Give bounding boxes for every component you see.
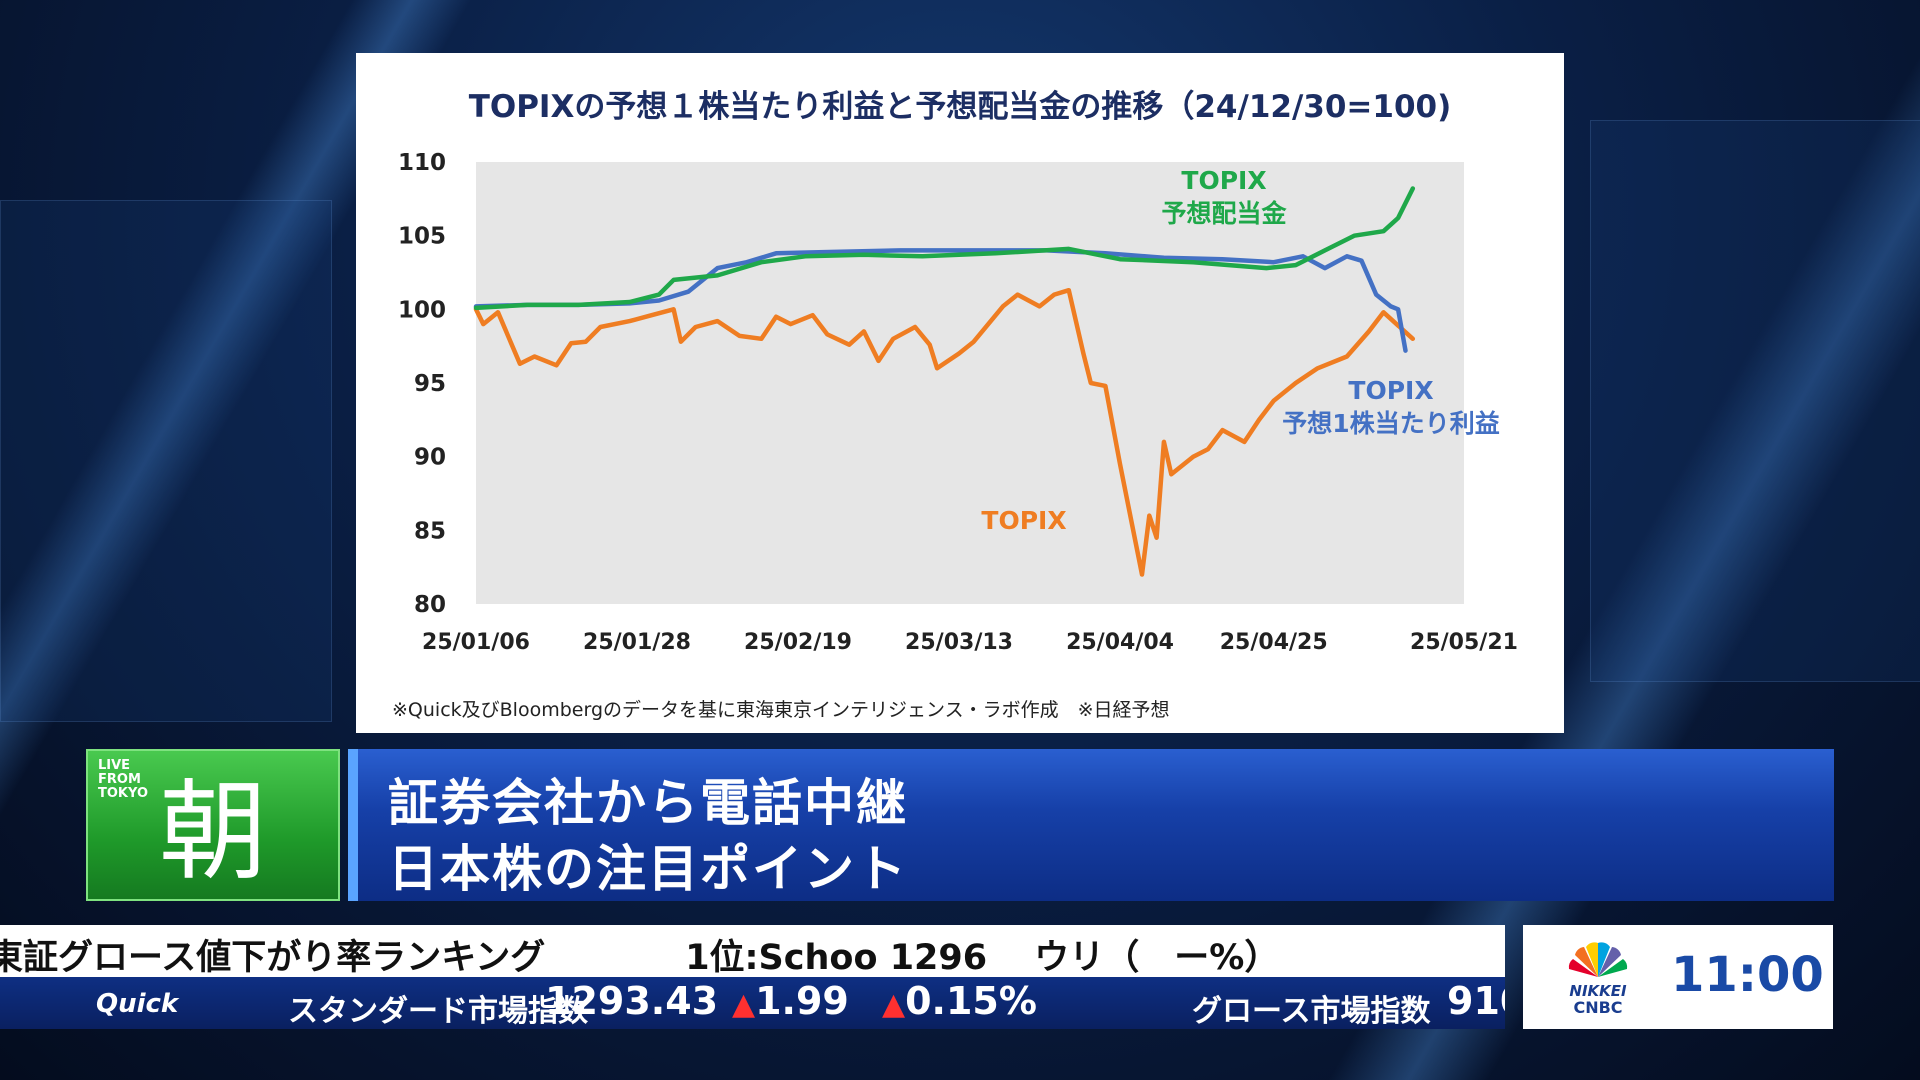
standard-index-value: 1293.43 [545, 979, 719, 1023]
y-tick-label: 110 [398, 150, 446, 176]
clock-box: NIKKEI CNBC 11:00 [1523, 925, 1833, 1029]
logo-text-cnbc: CNBC [1573, 998, 1622, 1017]
y-tick-label: 100 [398, 297, 446, 323]
studio-panel [1590, 120, 1920, 682]
line-chart: 110 105 100 95 90 85 80 25/01/06 25/01/28 25/02/1… [398, 150, 1518, 655]
live-from-tokyo-badge: LIVE FROM TOKYO 朝 [86, 749, 340, 901]
standard-index-pct-value: 0.15% [905, 979, 1037, 1023]
series-annotation: TOPIX [1348, 376, 1433, 405]
headline-bar: 証券会社から電話中継 日本株の注目ポイント [348, 749, 1834, 901]
series-annotation: 予想配当金 [1161, 199, 1287, 228]
y-tick-label: 85 [414, 518, 446, 544]
x-tick-label: 25/04/25 [1220, 630, 1328, 655]
x-tick-label: 25/02/19 [744, 630, 852, 655]
x-tick-label: 25/01/28 [583, 630, 691, 655]
logo-text-nikkei: NIKKEI [1569, 982, 1627, 1000]
studio-panel [0, 200, 332, 722]
headline-line-2: 日本株の注目ポイント [388, 840, 908, 898]
x-tick-label: 25/05/21 [1410, 630, 1518, 655]
standard-index-change-value: 1.99 [755, 979, 849, 1023]
chart-title: TOPIXの予想１株当たり利益と予想配当金の推移（24/12/30=100) [468, 89, 1452, 125]
series-annotation: TOPIX [981, 506, 1066, 535]
growth-index-value: 910 [1447, 979, 1505, 1023]
series-line-2 [473, 186, 1416, 311]
x-tick-label: 25/01/06 [422, 630, 530, 655]
up-triangle-icon: ▲ [882, 987, 906, 1022]
x-tick-label: 25/04/04 [1066, 630, 1174, 655]
standard-index-pct: ▲0.15% [882, 979, 1037, 1023]
y-tick-label: 95 [414, 371, 446, 397]
series-annotation: TOPIX [1181, 166, 1266, 195]
standard-index-label: スタンダード市場指数 [288, 994, 588, 1029]
clock-time: 11:00 [1671, 947, 1824, 1003]
x-tick-label: 25/03/13 [905, 630, 1013, 655]
growth-index-label: グロース市場指数 [1192, 994, 1431, 1029]
plot-area [476, 162, 1464, 604]
y-tick-label: 105 [398, 224, 446, 250]
market-index-ticker: Quick スタンダード市場指数 1293.43 ▲1.99 ▲0.15% グロ… [0, 977, 1505, 1029]
ranking-ticker-text: 東証グロース値下がり率ランキング 1位:Schoo 1296 ウリ（ ー%） [0, 938, 1280, 977]
chart-card: 110 105 100 95 90 85 80 25/01/06 25/01/28 25/02/1… [356, 53, 1564, 733]
source-note: ※Quick及びBloombergのデータを基に東海東京インテリジェンス・ラボ作… [392, 699, 1170, 721]
standard-index-change: ▲1.99 [732, 979, 849, 1023]
series-annotation: 予想1株当たり利益 [1282, 409, 1499, 438]
series-line-0 [473, 287, 1416, 577]
live-from-tokyo-label: LIVE FROM TOKYO [98, 758, 148, 801]
program-kanji: 朝 [158, 770, 267, 895]
up-triangle-icon: ▲ [732, 987, 756, 1022]
nikkei-cnbc-logo-icon: NIKKEI CNBC [1568, 942, 1628, 1017]
y-tick-label: 90 [414, 445, 446, 471]
headline-line-1: 証券会社から電話中継 [388, 774, 908, 832]
y-tick-label: 80 [414, 592, 446, 618]
ranking-ticker: 東証グロース値下がり率ランキング 1位:Schoo 1296 ウリ（ ー%） [0, 925, 1505, 977]
quick-logo: Quick [96, 989, 179, 1019]
